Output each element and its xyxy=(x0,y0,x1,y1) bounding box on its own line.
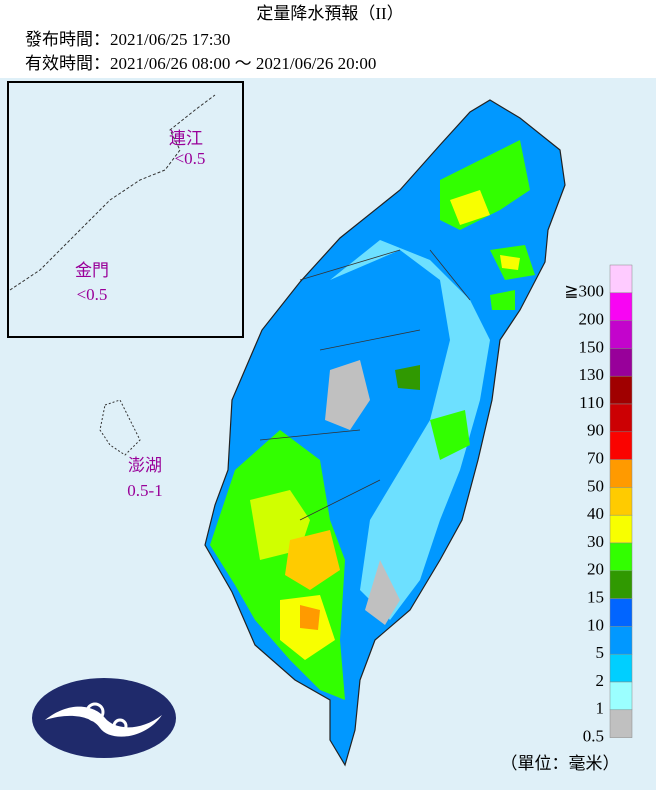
island-amount: 0.5-1 xyxy=(127,481,162,500)
valid-time: 有效時間：2021/06/26 08:00 ～ 2021/06/26 20:00 xyxy=(25,54,376,73)
legend-label: 200 xyxy=(579,310,605,329)
title: 定量降水預報（II） xyxy=(256,4,403,23)
legend-label: 150 xyxy=(579,337,605,356)
legend-label: 2 xyxy=(596,671,605,690)
legend-label: 70 xyxy=(587,449,604,468)
legend: ≧300 200 150 130 110 90 70 50 40 30 20 15 10 5 2 1 0.5 xyxy=(564,264,633,746)
island-name: 連江 xyxy=(169,129,203,148)
taiwan-map xyxy=(204,99,566,767)
legend-swatch xyxy=(609,431,633,460)
legend-swatch xyxy=(609,626,633,655)
cwb-logo xyxy=(32,678,176,758)
unit-label: （單位：毫米） xyxy=(501,754,620,773)
island-name: 澎湖 xyxy=(128,456,162,475)
legend-swatch xyxy=(609,375,633,405)
legend-label: 130 xyxy=(579,365,605,384)
legend-swatch xyxy=(609,598,633,627)
legend-swatch xyxy=(609,514,633,544)
issued-time: 發布時間：2021/06/25 17:30 xyxy=(25,30,230,49)
legend-label: 1 xyxy=(596,699,605,718)
legend-swatch xyxy=(609,681,633,711)
legend-swatch xyxy=(609,653,633,683)
legend-swatch xyxy=(609,292,633,321)
legend-label: 5 xyxy=(596,643,605,662)
island-name: 金門 xyxy=(75,261,109,280)
legend-label: 10 xyxy=(587,615,604,634)
legend-label: 0.5 xyxy=(583,727,604,746)
legend-swatch xyxy=(609,459,633,488)
legend-label: 30 xyxy=(587,532,604,551)
legend-label: 40 xyxy=(587,504,604,523)
legend-label: 50 xyxy=(587,476,604,495)
legend-swatch xyxy=(609,487,633,516)
legend-label: 90 xyxy=(587,421,604,440)
legend-swatch xyxy=(609,709,633,738)
legend-swatch xyxy=(609,264,633,294)
island-amount: <0.5 xyxy=(175,149,206,168)
inset-box xyxy=(7,81,244,338)
legend-swatch xyxy=(609,542,633,572)
legend-label: 20 xyxy=(587,560,604,579)
inset-coast xyxy=(9,94,216,291)
legend-swatch xyxy=(609,348,633,377)
legend-swatch xyxy=(609,403,633,433)
legend-label: 15 xyxy=(587,588,604,607)
legend-label: ≧300 xyxy=(564,282,604,301)
legend-swatch xyxy=(609,570,633,599)
island-amount: <0.5 xyxy=(77,285,108,304)
legend-label: 110 xyxy=(579,393,604,412)
legend-swatch xyxy=(609,320,633,349)
